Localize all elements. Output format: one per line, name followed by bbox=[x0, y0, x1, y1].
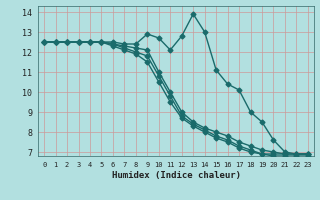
X-axis label: Humidex (Indice chaleur): Humidex (Indice chaleur) bbox=[111, 171, 241, 180]
